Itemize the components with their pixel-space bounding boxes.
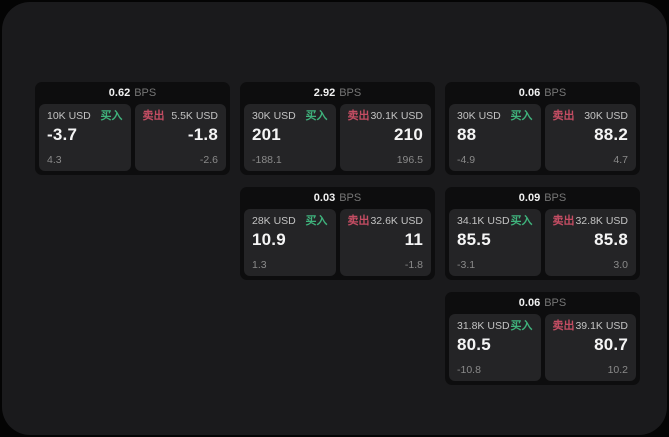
sell-tile[interactable]: 卖出 32.8K USD 85.8 3.0: [544, 209, 636, 276]
buy-amount: 30K USD: [457, 110, 501, 123]
sell-amount: 32.8K USD: [575, 215, 628, 228]
buy-tile[interactable]: 31.8K USD 买入 80.5 -10.8: [449, 314, 541, 381]
sell-delta: 4.7: [613, 153, 628, 166]
quote-card: 0.06 BPS 30K USD 买入 88 -4.9 卖出 30K USD 8…: [445, 82, 640, 175]
bps-value: 0.06: [518, 87, 541, 99]
quote-card: 0.62 BPS 10K USD 买入 -3.7 4.3 卖出 5.5K USD…: [35, 82, 230, 175]
bps-value: 0.62: [108, 87, 131, 99]
sell-amount: 32.6K USD: [370, 215, 423, 228]
buy-delta: 1.3: [252, 258, 267, 271]
buy-amount: 10K USD: [47, 110, 91, 123]
sell-price: 85.8: [594, 230, 628, 249]
bps-unit: BPS: [544, 87, 567, 99]
sell-price: 80.7: [594, 335, 628, 354]
sell-side-label: 卖出: [142, 110, 165, 122]
sell-tile[interactable]: 卖出 30K USD 88.2 4.7: [544, 104, 636, 171]
sell-tile[interactable]: 卖出 30.1K USD 210 196.5: [339, 104, 431, 171]
buy-tile[interactable]: 30K USD 买入 201 -188.1: [244, 104, 336, 171]
sell-side-label: 卖出: [552, 215, 575, 227]
sell-tile[interactable]: 卖出 5.5K USD -1.8 -2.6: [134, 104, 226, 171]
buy-price: -3.7: [47, 125, 78, 144]
quote-body: 31.8K USD 买入 80.5 -10.8 卖出 39.1K USD 80.…: [445, 314, 640, 385]
sell-amount: 30.1K USD: [370, 110, 423, 123]
bps-header: 2.92 BPS: [240, 82, 435, 104]
bps-unit: BPS: [544, 192, 567, 204]
bps-unit: BPS: [544, 297, 567, 309]
bps-value: 0.06: [518, 297, 541, 309]
bps-value: 2.92: [313, 87, 336, 99]
sell-price: 11: [404, 230, 423, 249]
buy-price: 10.9: [252, 230, 286, 249]
buy-side-label: 买入: [510, 320, 533, 332]
sell-price: 210: [394, 125, 423, 144]
buy-price: 85.5: [457, 230, 491, 249]
buy-side-label: 买入: [510, 110, 533, 122]
bps-value: 0.03: [313, 192, 336, 204]
buy-price: 201: [252, 125, 281, 144]
bps-unit: BPS: [339, 192, 362, 204]
buy-side-label: 买入: [510, 215, 533, 227]
buy-tile[interactable]: 10K USD 买入 -3.7 4.3: [39, 104, 131, 171]
buy-amount: 34.1K USD: [457, 215, 510, 228]
buy-side-label: 买入: [100, 110, 123, 122]
buy-tile[interactable]: 30K USD 买入 88 -4.9: [449, 104, 541, 171]
sell-delta: -2.6: [199, 153, 218, 166]
sell-delta: -1.8: [404, 258, 423, 271]
buy-side-label: 买入: [305, 110, 328, 122]
buy-amount: 30K USD: [252, 110, 296, 123]
quote-card: 0.09 BPS 34.1K USD 买入 85.5 -3.1 卖出 32.8K…: [445, 187, 640, 280]
buy-delta: -188.1: [252, 153, 282, 166]
buy-amount: 31.8K USD: [457, 320, 510, 333]
buy-price: 88: [457, 125, 477, 144]
bps-unit: BPS: [339, 87, 362, 99]
sell-tile[interactable]: 卖出 39.1K USD 80.7 10.2: [544, 314, 636, 381]
buy-tile[interactable]: 28K USD 买入 10.9 1.3: [244, 209, 336, 276]
bps-header: 0.06 BPS: [445, 292, 640, 314]
sell-delta: 10.2: [607, 363, 628, 376]
bps-header: 0.09 BPS: [445, 187, 640, 209]
quote-body: 10K USD 买入 -3.7 4.3 卖出 5.5K USD -1.8 -2.…: [35, 104, 230, 175]
buy-price: 80.5: [457, 335, 491, 354]
bps-header: 0.06 BPS: [445, 82, 640, 104]
quote-card: 0.06 BPS 31.8K USD 买入 80.5 -10.8 卖出 39.1…: [445, 292, 640, 385]
buy-delta: -10.8: [457, 363, 481, 376]
sell-side-label: 卖出: [552, 320, 575, 332]
sell-side-label: 卖出: [347, 110, 370, 122]
sell-amount: 5.5K USD: [171, 110, 218, 123]
sell-price: -1.8: [187, 125, 218, 144]
sell-side-label: 卖出: [552, 110, 575, 122]
bps-value: 0.09: [518, 192, 541, 204]
buy-side-label: 买入: [305, 215, 328, 227]
buy-delta: -4.9: [457, 153, 476, 166]
quote-card: 2.92 BPS 30K USD 买入 201 -188.1 卖出 30.1K …: [240, 82, 435, 175]
buy-tile[interactable]: 34.1K USD 买入 85.5 -3.1: [449, 209, 541, 276]
quote-body: 30K USD 买入 88 -4.9 卖出 30K USD 88.2 4.7: [445, 104, 640, 175]
quote-body: 30K USD 买入 201 -188.1 卖出 30.1K USD 210 1…: [240, 104, 435, 175]
bps-header: 0.03 BPS: [240, 187, 435, 209]
sell-price: 88.2: [594, 125, 628, 144]
quote-body: 34.1K USD 买入 85.5 -3.1 卖出 32.8K USD 85.8…: [445, 209, 640, 280]
quote-card: 0.03 BPS 28K USD 买入 10.9 1.3 卖出 32.6K US…: [240, 187, 435, 280]
sell-amount: 39.1K USD: [575, 320, 628, 333]
buy-amount: 28K USD: [252, 215, 296, 228]
sell-tile[interactable]: 卖出 32.6K USD 11 -1.8: [339, 209, 431, 276]
bps-header: 0.62 BPS: [35, 82, 230, 104]
buy-delta: -3.1: [457, 258, 476, 271]
sell-delta: 196.5: [396, 153, 423, 166]
sell-delta: 3.0: [613, 258, 628, 271]
quote-body: 28K USD 买入 10.9 1.3 卖出 32.6K USD 11 -1.8: [240, 209, 435, 280]
sell-amount: 30K USD: [584, 110, 628, 123]
bps-unit: BPS: [134, 87, 157, 99]
buy-delta: 4.3: [47, 153, 62, 166]
sell-side-label: 卖出: [347, 215, 370, 227]
